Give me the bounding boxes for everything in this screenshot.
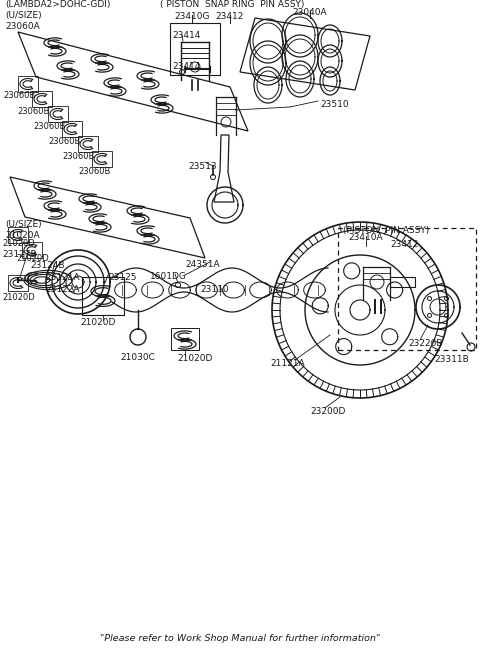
- Text: 23412: 23412: [216, 12, 244, 21]
- Text: 21020D: 21020D: [80, 318, 115, 327]
- Text: 23410A: 23410A: [348, 233, 384, 242]
- Text: 23110: 23110: [200, 285, 228, 294]
- Text: ( PISTON  SNAP RING  PIN ASSY): ( PISTON SNAP RING PIN ASSY): [160, 0, 304, 9]
- Text: (U/SIZE): (U/SIZE): [5, 220, 42, 229]
- Text: 23414: 23414: [172, 62, 200, 71]
- Text: 23513: 23513: [188, 162, 216, 171]
- Text: 23226B: 23226B: [408, 339, 443, 348]
- Text: 23060B: 23060B: [78, 167, 110, 176]
- Text: 23127B: 23127B: [2, 250, 36, 259]
- Text: 23060A: 23060A: [5, 22, 40, 31]
- Bar: [78, 136, 98, 152]
- Text: 23121A: 23121A: [45, 273, 80, 282]
- Bar: [62, 121, 82, 137]
- Bar: [32, 91, 52, 107]
- Text: "Please refer to Work Shop Manual for further information": "Please refer to Work Shop Manual for fu…: [100, 634, 380, 643]
- Bar: [390, 277, 415, 287]
- Bar: [22, 242, 42, 258]
- Text: 21020D: 21020D: [2, 293, 35, 302]
- Text: 23510: 23510: [320, 100, 348, 109]
- Text: 1601DG: 1601DG: [150, 272, 187, 281]
- Bar: [18, 76, 38, 92]
- Text: 23040A: 23040A: [293, 8, 327, 17]
- Text: 23060B: 23060B: [17, 107, 49, 116]
- Text: 23124B: 23124B: [30, 261, 64, 270]
- Text: 23060B: 23060B: [33, 122, 65, 131]
- Bar: [171, 328, 199, 350]
- Text: 23200D: 23200D: [310, 407, 346, 416]
- Text: 23412: 23412: [390, 240, 419, 249]
- Bar: [8, 227, 28, 243]
- Text: 23060B: 23060B: [48, 137, 80, 146]
- Bar: [82, 277, 124, 315]
- Text: 21020D: 21020D: [177, 354, 212, 363]
- Text: 23414: 23414: [172, 31, 200, 40]
- Text: 21121A: 21121A: [270, 359, 305, 368]
- Text: 23125: 23125: [108, 273, 136, 282]
- Text: 23060B: 23060B: [62, 152, 95, 161]
- Text: (LAMBDA2>DOHC-GDI): (LAMBDA2>DOHC-GDI): [5, 0, 110, 9]
- Text: 21030C: 21030C: [120, 353, 155, 362]
- Text: 21020A: 21020A: [5, 231, 40, 240]
- Bar: [48, 106, 68, 122]
- Bar: [170, 23, 220, 75]
- Bar: [92, 151, 112, 167]
- Text: 23122A: 23122A: [45, 285, 80, 294]
- Text: 23410G: 23410G: [174, 12, 210, 21]
- Bar: [8, 275, 28, 291]
- Text: (PISTON  PIN ASSY): (PISTON PIN ASSY): [343, 226, 429, 235]
- Bar: [338, 228, 476, 350]
- Text: 23060B: 23060B: [3, 91, 36, 100]
- Text: (U/SIZE): (U/SIZE): [5, 11, 42, 20]
- Text: 24351A: 24351A: [185, 260, 220, 269]
- Text: 23311B: 23311B: [434, 355, 469, 364]
- Text: 21020D: 21020D: [16, 254, 49, 263]
- Text: 21020D: 21020D: [2, 239, 35, 248]
